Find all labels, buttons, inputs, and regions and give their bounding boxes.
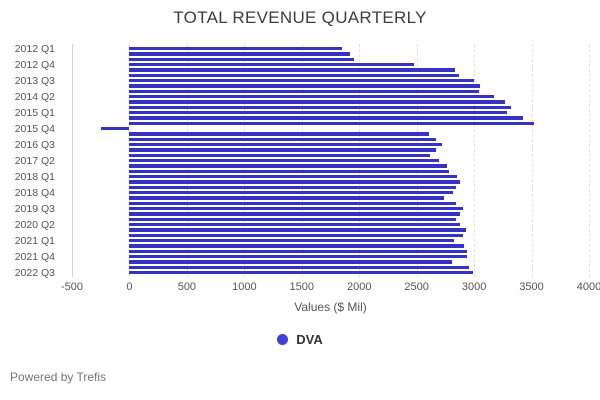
bar-2016-q2[interactable]: [129, 137, 437, 141]
plot-area: [72, 44, 590, 277]
legend-label: DVA: [296, 332, 323, 347]
y-tick-label-2021-q1: 2021 Q1: [14, 234, 55, 247]
bar-2017-q4[interactable]: [129, 169, 450, 173]
bar-2021-q1[interactable]: [129, 239, 454, 243]
bar-2015-q2[interactable]: [129, 116, 523, 120]
powered-by-trefis: Powered by Trefis: [10, 370, 107, 384]
y-tick-label-2015-q1: 2015 Q1: [14, 106, 55, 119]
bar-2018-q1[interactable]: [129, 175, 457, 179]
y-tick-label-2014-q2: 2014 Q2: [14, 90, 55, 103]
gridline-3500: [531, 44, 533, 277]
bar-2018-q3[interactable]: [129, 185, 456, 189]
x-tick-label-3000: 3000: [461, 281, 487, 293]
bar-2016-q4[interactable]: [129, 148, 437, 152]
bar-2020-q4[interactable]: [129, 233, 464, 237]
bar-2016-q1[interactable]: [129, 132, 430, 136]
x-tick-label-1500: 1500: [289, 281, 315, 293]
bar-2022-q3[interactable]: [129, 271, 473, 275]
legend-dot-icon: [277, 334, 289, 345]
bar-2013-q2[interactable]: [129, 73, 460, 77]
bar-2022-q2[interactable]: [129, 265, 469, 269]
bar-2012-q3[interactable]: [129, 57, 355, 61]
bar-2019-q2[interactable]: [129, 201, 456, 205]
bar-2014-q1[interactable]: [129, 89, 480, 93]
bar-2014-q4[interactable]: [129, 105, 511, 109]
y-tick-label-2019-q3: 2019 Q3: [14, 202, 55, 215]
bar-2012-q2[interactable]: [129, 52, 351, 56]
y-tick-label-2021-q4: 2021 Q4: [14, 250, 55, 263]
bar-2019-q3[interactable]: [129, 207, 463, 211]
bar-2017-q3[interactable]: [129, 164, 448, 168]
y-tick-label-2022-q3: 2022 Q3: [14, 266, 55, 279]
y-tick-label-2015-q4: 2015 Q4: [14, 122, 55, 135]
y-tick-label-2012-q1: 2012 Q1: [14, 42, 55, 55]
bar-2019-q1[interactable]: [129, 196, 445, 200]
y-tick-label-2012-q4: 2012 Q4: [14, 58, 55, 71]
bar-2015-q4[interactable]: [100, 127, 130, 131]
bar-2022-q1[interactable]: [129, 260, 453, 264]
y-tick-label-2020-q2: 2020 Q2: [14, 218, 55, 231]
bar-2012-q1[interactable]: [129, 47, 342, 51]
x-tick-label-4000: 4000: [576, 281, 600, 293]
legend-item-dva[interactable]: DVA: [0, 332, 600, 347]
x-tick-label-0: 0: [126, 281, 133, 293]
y-axis-line: [72, 44, 73, 277]
bar-2012-q4[interactable]: [129, 63, 415, 67]
bar-2020-q2[interactable]: [129, 223, 460, 227]
y-tick-label-2018-q1: 2018 Q1: [14, 170, 55, 183]
bar-2015-q1[interactable]: [129, 111, 508, 115]
x-tick-label--500: -500: [60, 281, 84, 293]
bar-2018-q2[interactable]: [129, 180, 461, 184]
gridline-4000: [589, 44, 590, 277]
x-tick-label-2000: 2000: [346, 281, 372, 293]
x-tick-label-500: 500: [177, 281, 197, 293]
bar-2020-q1[interactable]: [129, 217, 456, 221]
x-axis-title: Values ($ Mil): [294, 300, 367, 314]
bar-2020-q3[interactable]: [129, 228, 467, 232]
x-tick-label-1000: 1000: [232, 281, 257, 293]
bar-2021-q2[interactable]: [129, 244, 465, 248]
bar-2013-q3[interactable]: [129, 79, 475, 83]
bar-2013-q4[interactable]: [129, 84, 480, 88]
bar-2016-q3[interactable]: [129, 143, 442, 147]
bar-2021-q3[interactable]: [129, 249, 467, 253]
bar-2014-q3[interactable]: [129, 100, 506, 104]
x-tick-label-2500: 2500: [404, 281, 429, 293]
chart-title: TOTAL REVENUE QUARTERLY: [173, 8, 427, 27]
bar-2017-q2[interactable]: [129, 159, 440, 163]
bar-2018-q4[interactable]: [129, 191, 454, 195]
bar-2013-q1[interactable]: [129, 68, 455, 72]
x-tick-label-3500: 3500: [519, 281, 544, 293]
y-tick-label-2018-q4: 2018 Q4: [14, 186, 55, 199]
bar-2017-q1[interactable]: [129, 153, 431, 157]
bar-2021-q4[interactable]: [129, 255, 467, 259]
bar-2015-q3[interactable]: [129, 121, 534, 125]
gridline-3000: [474, 44, 476, 277]
y-tick-label-2017-q2: 2017 Q2: [14, 154, 55, 167]
bar-2019-q4[interactable]: [129, 212, 460, 216]
y-tick-label-2013-q3: 2013 Q3: [14, 74, 55, 87]
y-tick-label-2016-q3: 2016 Q3: [14, 138, 55, 151]
bar-2014-q2[interactable]: [129, 95, 494, 99]
